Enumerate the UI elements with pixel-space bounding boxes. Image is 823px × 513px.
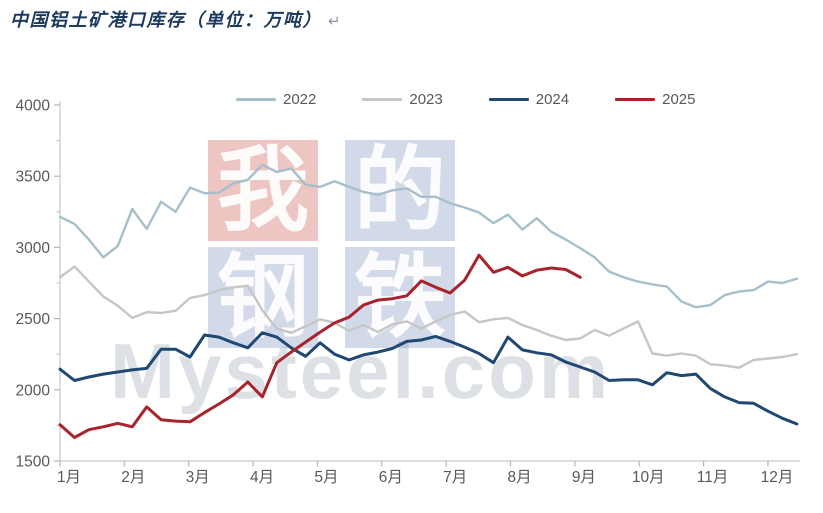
x-tick-label-3月: 3月 <box>186 469 210 486</box>
legend-item-2023: 2023 <box>362 91 443 108</box>
series-line-2023 <box>58 265 799 369</box>
chart-title-text: 中国铝土矿港口库存（单位：万吨） <box>10 10 322 30</box>
chart-title: 中国铝土矿港口库存（单位：万吨） ↵ <box>10 6 342 32</box>
y-tick-label-2000: 2000 <box>16 382 51 399</box>
y-tick-label-2500: 2500 <box>16 311 51 328</box>
x-tick-label-8月: 8月 <box>507 469 531 486</box>
legend-label-2024: 2024 <box>535 91 570 108</box>
x-tick-label-12月: 12月 <box>761 469 794 486</box>
legend-swatch-2025 <box>615 98 656 101</box>
x-tick-label-1月: 1月 <box>57 469 81 486</box>
legend-item-2024: 2024 <box>488 91 570 108</box>
legend-swatch-2022 <box>236 98 276 101</box>
x-tick-label-2月: 2月 <box>121 469 145 486</box>
x-tick-label-4月: 4月 <box>250 469 274 486</box>
series-line-2024 <box>58 331 799 426</box>
x-tick-label-7月: 7月 <box>443 469 467 486</box>
y-tick-label-1500: 1500 <box>16 454 51 471</box>
series-line-2022 <box>58 163 799 309</box>
legend-swatch-2024 <box>488 98 529 101</box>
legend-item-2025: 2025 <box>615 91 696 108</box>
paragraph-return-mark: ↵ <box>328 12 343 30</box>
legend-label-2023: 2023 <box>409 91 443 108</box>
x-tick-label-9月: 9月 <box>572 469 596 486</box>
y-tick-label-3000: 3000 <box>16 240 51 257</box>
legend-label-2025: 2025 <box>662 91 696 108</box>
legend-item-2022: 2022 <box>236 92 316 107</box>
legend-swatch-2023 <box>362 98 403 101</box>
y-tick-label-3500: 3500 <box>16 169 51 186</box>
y-tick-label-4000: 4000 <box>16 98 51 115</box>
legend-label-2022: 2022 <box>283 91 317 108</box>
series-line-2025 <box>58 253 582 439</box>
x-tick-label-5月: 5月 <box>314 469 338 486</box>
x-tick-label-10月: 10月 <box>632 469 665 486</box>
x-tick-label-6月: 6月 <box>379 469 403 486</box>
chart-legend: 2022 2023 2024 2025 <box>236 92 696 107</box>
x-tick-label-11月: 11月 <box>697 469 729 486</box>
